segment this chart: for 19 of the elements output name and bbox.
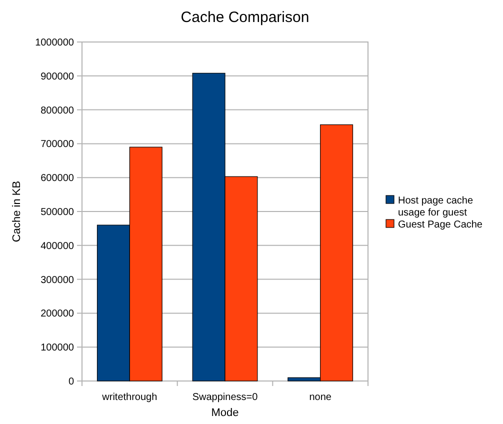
y-tick-label: 1000000 xyxy=(35,38,74,48)
y-tick-label: 800000 xyxy=(40,105,74,116)
legend-label: Host page cache usage for guest xyxy=(398,196,474,218)
y-tick-label: 700000 xyxy=(40,139,74,150)
y-tick-label: 300000 xyxy=(40,274,74,286)
x-axis-title: Mode xyxy=(211,407,239,419)
x-tick-label: Swappiness=0 xyxy=(192,392,258,403)
x-tick-label: none xyxy=(309,392,332,403)
y-tick-label: 600000 xyxy=(40,173,74,184)
y-tick-label: 0 xyxy=(68,376,74,388)
x-tick-label: writethrough xyxy=(101,392,158,403)
y-axis-title: Cache in KB xyxy=(11,180,23,242)
y-tick-label: 900000 xyxy=(40,71,74,82)
chart-title: Cache Comparison xyxy=(180,9,310,26)
y-tick-label: 200000 xyxy=(40,308,74,320)
legend-label: Guest Page Cache xyxy=(398,220,483,230)
y-tick-label: 100000 xyxy=(40,342,74,354)
y-tick-label: 400000 xyxy=(40,240,74,252)
y-tick-label: 500000 xyxy=(40,207,74,218)
